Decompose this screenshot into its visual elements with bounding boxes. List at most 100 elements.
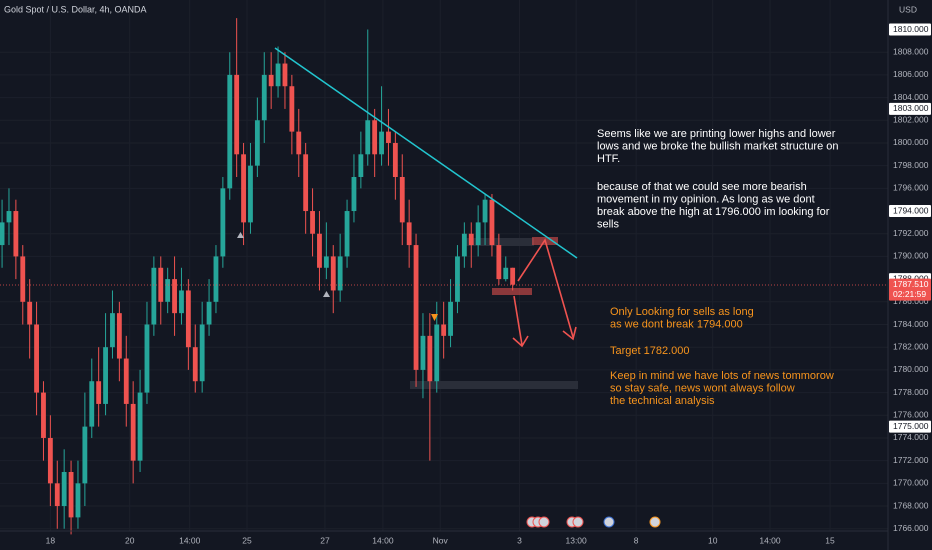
arrow-head	[562, 326, 577, 341]
y-tick-label: 1778.000	[893, 387, 929, 397]
candle-body	[0, 222, 5, 246]
annotation-line: sells	[597, 218, 620, 230]
candles	[0, 18, 516, 535]
candle-body	[344, 211, 350, 257]
y-tick-label: 1782.000	[893, 341, 929, 351]
x-tick-label: 25	[242, 535, 252, 545]
candle-body	[27, 301, 33, 325]
trend-line	[274, 47, 578, 259]
candle-body	[96, 381, 102, 404]
y-tick-label: 1790.000	[893, 251, 929, 261]
last-price-label: 1787.510	[893, 279, 929, 289]
y-tick-label: 1768.000	[893, 500, 929, 510]
candle-body	[310, 211, 315, 234]
annotation-line: because of that we could see more bearis…	[597, 181, 807, 193]
candle-body	[47, 437, 53, 484]
y-tick-label: 1784.000	[893, 319, 929, 329]
x-tick-label: 8	[634, 535, 639, 545]
candle-body	[399, 177, 405, 223]
candle-body	[206, 301, 212, 325]
candle-body	[468, 233, 474, 246]
y-tick-label: 1776.000	[893, 410, 929, 420]
candle-body	[199, 324, 205, 382]
candle-body	[6, 211, 12, 223]
candle-body	[351, 177, 357, 212]
candle-body	[482, 199, 488, 223]
annotation-line: lows and we broke the bullish market str…	[597, 140, 839, 152]
axis-unit: USD	[899, 4, 917, 14]
marker	[237, 232, 244, 238]
candle-body	[220, 188, 226, 257]
candle-body	[337, 256, 343, 291]
event-icon	[649, 516, 661, 528]
candle-body	[296, 131, 302, 155]
axis-labels: 1766.000 1768.000 1770.000 1772.000 1774.000…	[46, 23, 931, 545]
arrow-path	[517, 238, 574, 338]
candle-body	[75, 483, 81, 518]
annotation-line: HTF.	[597, 153, 620, 165]
x-tick-label: 14:00	[759, 535, 781, 545]
x-tick-label: 18	[46, 535, 56, 545]
candle-body	[503, 267, 509, 280]
y-tick-label: 1766.000	[893, 523, 929, 533]
candle-body	[158, 267, 164, 302]
notes: Seems like we are printing lower highs a…	[597, 128, 839, 407]
candle-body	[379, 131, 384, 155]
price-label: 1788.000	[893, 273, 929, 283]
candle-body	[227, 74, 233, 189]
arrows	[512, 238, 577, 348]
candle-body	[489, 199, 495, 246]
event-icon	[538, 516, 550, 528]
price-label: 1803.000	[893, 103, 929, 113]
candle-body	[427, 335, 433, 382]
candle-body	[110, 313, 115, 348]
candle-body	[82, 426, 88, 484]
candle-body	[89, 381, 95, 427]
annotation-line: the technical analysis	[610, 395, 715, 407]
annotation-line: break above the high at 1796.000 im look…	[597, 206, 830, 218]
x-tick-label: 20	[125, 535, 135, 545]
candle-body	[172, 279, 177, 314]
candle-body	[455, 256, 460, 302]
candle-body	[165, 279, 171, 302]
annotation-line: movement in my opinion. As long as we do…	[597, 193, 815, 205]
y-tick-label: 1774.000	[893, 432, 929, 442]
y-tick-label: 1770.000	[893, 478, 929, 488]
candle-body	[130, 403, 136, 461]
candle-body	[254, 120, 260, 166]
candle-body	[241, 154, 246, 223]
candle-body	[303, 154, 309, 212]
price-label: 1775.000	[893, 421, 929, 431]
candle-body	[151, 267, 157, 325]
candle-body	[68, 472, 74, 518]
candle-body	[248, 165, 253, 223]
candle-body	[34, 324, 39, 393]
candle-body	[386, 131, 391, 143]
candle-body	[275, 63, 281, 87]
price-label-box	[889, 420, 931, 433]
arrow-path	[513, 295, 523, 346]
price-label-box	[889, 23, 931, 36]
price-label-box	[889, 205, 931, 218]
y-tick-label: 1772.000	[893, 455, 929, 465]
x-tick-label: 10	[708, 535, 718, 545]
event-icon	[603, 516, 615, 528]
y-tick-label: 1796.000	[893, 183, 929, 193]
candle-body	[496, 245, 502, 280]
zone	[492, 288, 532, 295]
candle-body	[137, 392, 143, 461]
price-label: 1810.000	[893, 24, 929, 34]
price-label-box	[889, 102, 931, 115]
candle-body	[185, 290, 191, 348]
x-tick-label: 14:00	[179, 535, 201, 545]
y-tick-label: 1798.000	[893, 160, 929, 170]
annotation-line: as we dont break 1794.000	[610, 318, 743, 330]
candle-body	[54, 483, 60, 507]
y-tick-label: 1808.000	[893, 46, 929, 56]
y-tick-label: 1792.000	[893, 228, 929, 238]
zone	[410, 381, 578, 389]
candle-body	[261, 74, 267, 121]
candle-body	[289, 86, 295, 132]
candle-body	[420, 335, 426, 370]
x-tick-label: 15	[825, 535, 835, 545]
